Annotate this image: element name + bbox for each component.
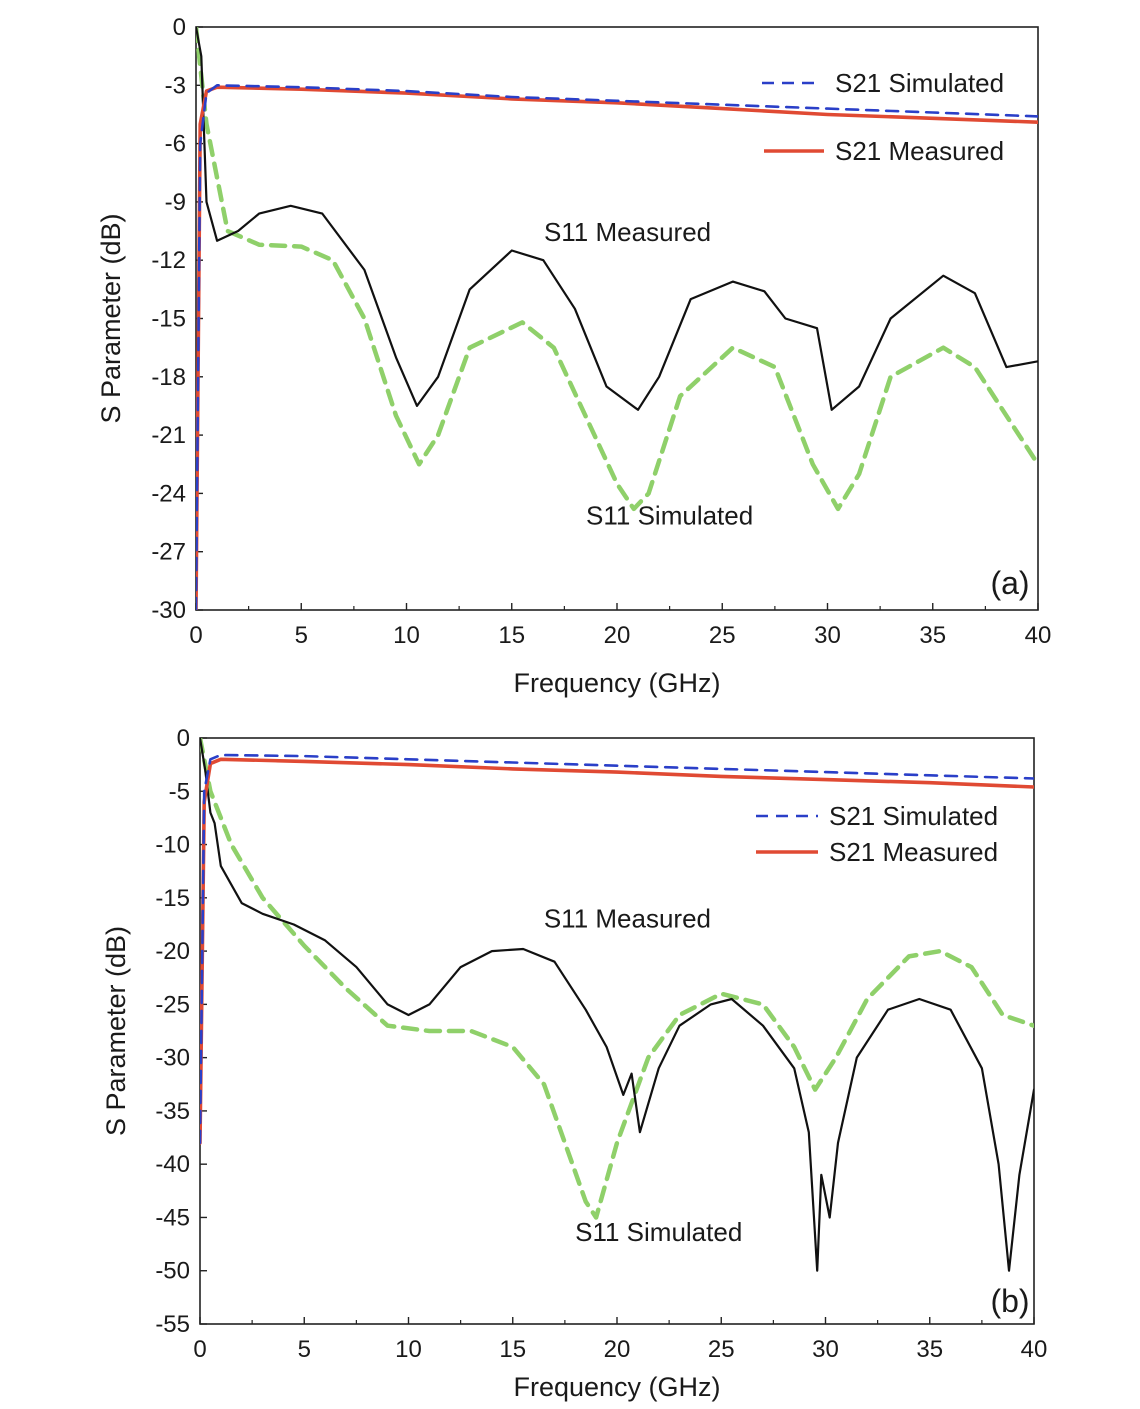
y-tick-label: -18 [151, 364, 186, 391]
series-line-s21-simulated [196, 84, 1038, 610]
legend-label: S21 Measured [829, 837, 998, 867]
x-tick-label: 40 [1021, 1336, 1048, 1363]
series-annotation: S11 Measured [544, 217, 711, 247]
series-line-s11-simulated [200, 738, 1034, 1220]
series-layer [196, 27, 1038, 610]
y-tick-label: 0 [173, 14, 186, 41]
x-axis-title: Frequency (GHz) [513, 668, 720, 698]
y-tick-label: -45 [155, 1204, 190, 1231]
y-tick-label: -6 [165, 131, 186, 158]
x-tick-label: 30 [812, 1336, 839, 1363]
y-axis-title: S Parameter (dB) [101, 926, 131, 1136]
y-tick-label: -27 [151, 539, 186, 566]
y-tick-label: 0 [177, 725, 190, 752]
legend-label: S21 Measured [835, 136, 1004, 166]
chart-panel-b: 0 5 10 15 20 25 30 35 40 0 -5 -10 -15 -20 -25 -30 -35 -40… [101, 725, 1047, 1402]
legend-label: S21 Simulated [835, 68, 1004, 98]
y-tick-label: -30 [155, 1045, 190, 1072]
y-tick-label: -35 [155, 1098, 190, 1125]
x-axis-title: Frequency (GHz) [513, 1372, 720, 1402]
y-tick-label: -40 [155, 1151, 190, 1178]
panel-label: (b) [990, 1283, 1029, 1319]
y-tick-label: -21 [151, 422, 186, 449]
y-tick-label: -15 [155, 885, 190, 912]
x-tick-label: 25 [708, 1336, 735, 1363]
y-tick-label: -24 [151, 480, 186, 507]
series-annotation: S11 Measured [544, 904, 711, 934]
x-tick-label: 35 [919, 622, 946, 649]
panel-label: (a) [990, 565, 1029, 601]
series-line-s11-measured [200, 738, 1034, 1272]
series-annotation: S11 Simulated [575, 1217, 742, 1247]
legend-label: S21 Simulated [829, 801, 998, 831]
x-tick-label: 20 [604, 1336, 631, 1363]
y-tick-label: -9 [165, 189, 186, 216]
y-tick-label: -15 [151, 306, 186, 333]
series-line-s21-simulated [200, 753, 1034, 1145]
y-tick-label: -25 [155, 991, 190, 1018]
x-tick-label: 5 [298, 1336, 311, 1363]
y-axis-title: S Parameter (dB) [96, 213, 126, 423]
x-tick-label: 0 [193, 1336, 206, 1363]
y-tick-label: -12 [151, 247, 186, 274]
series-line-s21-measured [200, 757, 1034, 1145]
x-tick-label: 10 [395, 1336, 422, 1363]
x-tick-label: 40 [1025, 622, 1052, 649]
y-tick-label: -20 [155, 938, 190, 965]
y-tick-label: -50 [155, 1258, 190, 1285]
y-tick-label: -10 [155, 832, 190, 859]
y-tick-label: -55 [155, 1311, 190, 1338]
x-tick-label: 0 [189, 622, 202, 649]
y-tick-label: -5 [169, 778, 190, 805]
y-tick-label: -30 [151, 597, 186, 624]
x-tick-label: 20 [604, 622, 631, 649]
x-tick-label: 35 [916, 1336, 943, 1363]
y-tick-label: -3 [165, 72, 186, 99]
x-tick-label: 5 [295, 622, 308, 649]
series-line-s11-measured [196, 27, 1038, 411]
series-layer [200, 738, 1034, 1272]
series-line-s11-simulated [196, 27, 1038, 512]
x-tick-label: 10 [393, 622, 420, 649]
x-tick-label: 30 [814, 622, 841, 649]
series-line-s21-measured [196, 85, 1038, 610]
series-annotation: S11 Simulated [586, 500, 753, 530]
x-tick-label: 25 [709, 622, 736, 649]
x-tick-label: 15 [499, 1336, 526, 1363]
chart-panel-a: 0 5 10 15 20 25 30 35 40 0 -3 -6 -9 -12 -15 -18 -21 -24 -2… [96, 14, 1051, 698]
x-tick-label: 15 [498, 622, 525, 649]
